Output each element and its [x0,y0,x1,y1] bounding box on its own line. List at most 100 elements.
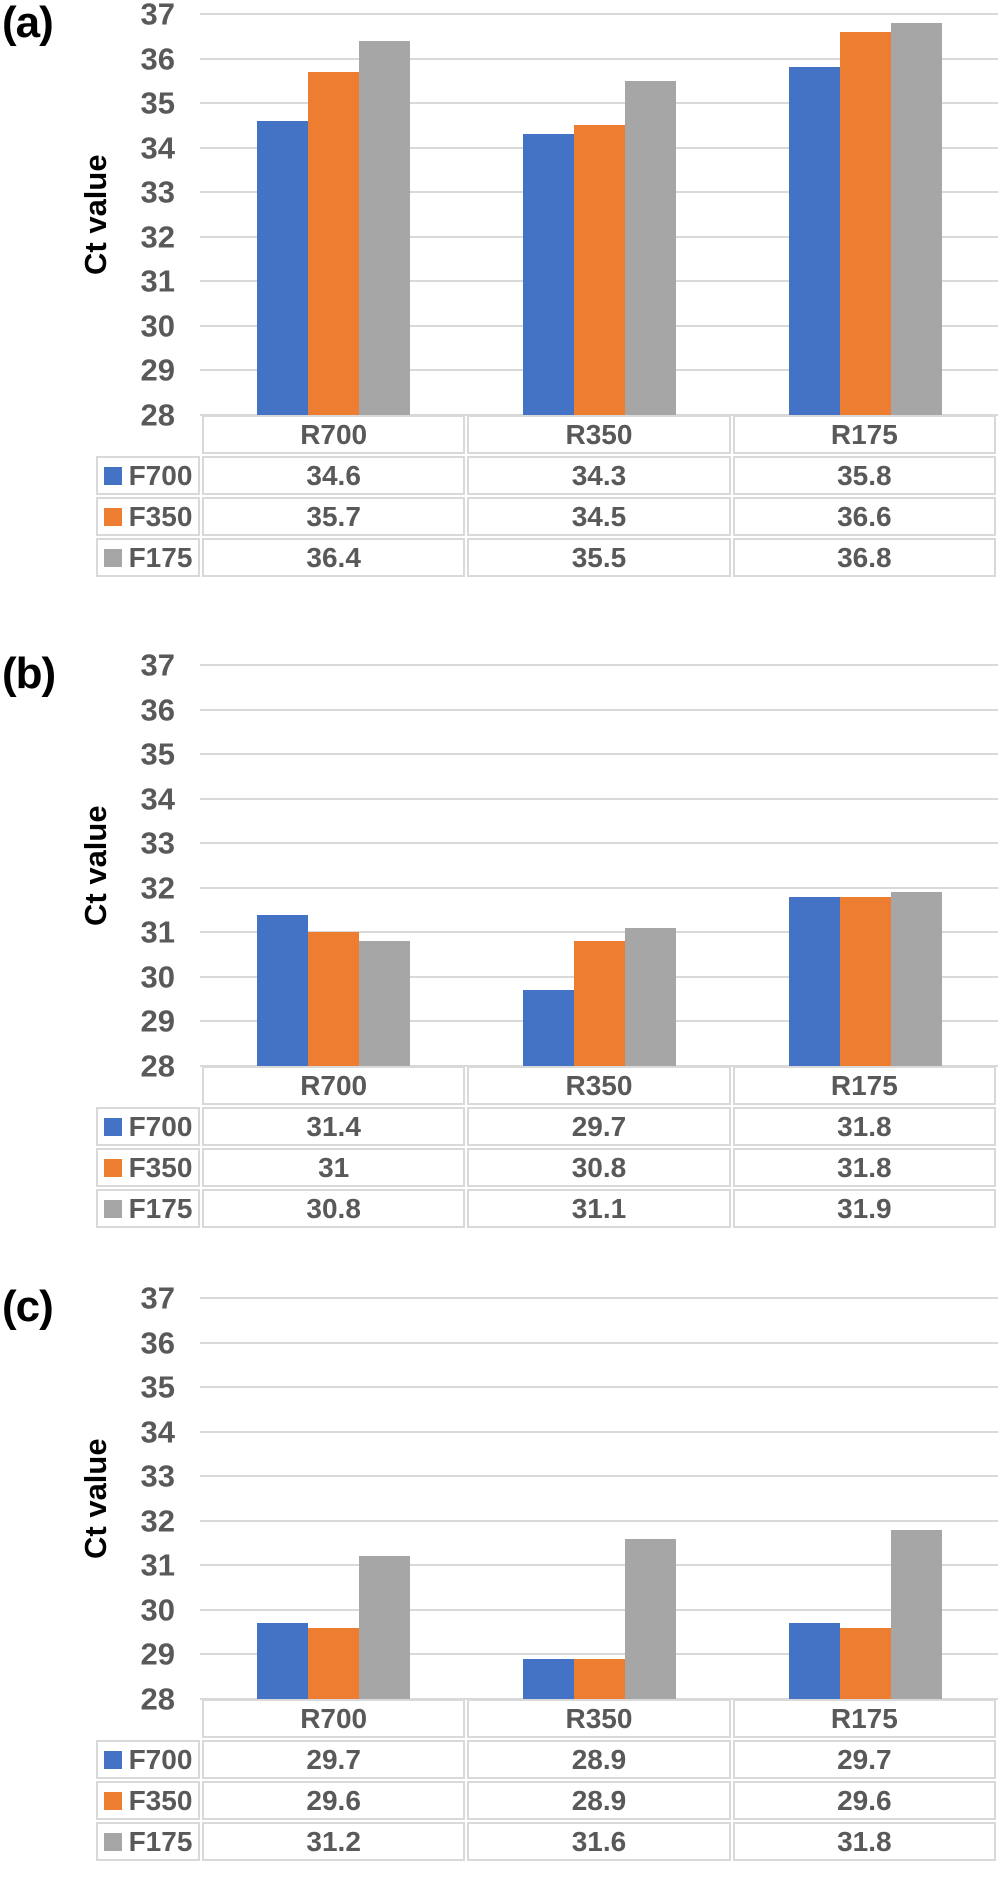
bar-group-R175 [732,665,998,1066]
y-tick-label: 36 [140,1325,175,1361]
legend-swatch-icon [103,1158,122,1177]
bar-F175-R350 [624,927,676,1066]
legend-label: F350 [128,1784,193,1816]
legend-cell-F350: F350 [96,497,200,536]
bar-F350-R700 [307,71,359,415]
legend-label: F175 [128,1192,193,1224]
plot-area [200,14,998,415]
table-value-F350-R175: 31.8 [732,1148,996,1187]
table-header-R175: R175 [732,415,996,454]
table-value-F175-R175: 36.8 [732,538,996,577]
bar-F175-R175 [890,22,942,415]
table-value-F175-R350: 31.6 [467,1822,731,1861]
table-header-R175: R175 [732,1066,996,1105]
legend-swatch-icon [103,1117,122,1136]
bar-F700-R700 [256,914,308,1066]
table-value-F700-R175: 35.8 [732,456,996,495]
table-value-F700-R350: 34.3 [467,456,731,495]
y-tick-label: 28 [140,1681,175,1717]
y-tick-label: 28 [140,1048,175,1084]
legend-label: F175 [128,541,193,573]
table-header-R700: R700 [202,415,466,454]
panel-c: (c) Ct value 28 29 30 31 32 33 34 35 36 37 R700 R350 R… [0,1283,1002,1861]
bar-F175-R700 [358,40,410,415]
y-tick-label: 29 [140,1636,175,1672]
chart-area-a: Ct value 28 29 30 31 32 33 34 35 36 37 [78,0,998,431]
data-table-a: R700 R350 R175 F700 34.6 34.3 35.8 F350 35.7 34.5… [96,415,996,577]
bar-group-R350 [466,665,732,1066]
legend-cell-F350: F350 [96,1148,200,1187]
table-value-F700-R175: 31.8 [732,1107,996,1146]
table-value-F350-R700: 35.7 [202,497,466,536]
table-value-F700-R350: 29.7 [467,1107,731,1146]
bar-group-R175 [732,14,998,415]
y-tick-label: 35 [140,1369,175,1405]
panel-label-b: (b) [2,649,56,698]
bar-F700-R700 [256,1623,308,1699]
bar-group-R350 [466,1298,732,1699]
y-tick-label: 28 [140,397,175,433]
y-tick-label: 37 [140,647,175,683]
table-header-R700: R700 [202,1699,466,1738]
table-value-F350-R350: 34.5 [467,497,731,536]
bar-group-R700 [200,665,466,1066]
legend-label: F700 [128,1743,193,1775]
table-value-F350-R175: 29.6 [732,1781,996,1820]
table-value-F700-R700: 34.6 [202,456,466,495]
bar-F175-R350 [624,80,676,415]
table-header-R350: R350 [467,1066,731,1105]
y-tick-label: 33 [140,1458,175,1494]
table-value-F350-R700: 31 [202,1148,466,1187]
data-table-c: R700 R350 R175 F700 29.7 28.9 29.7 F350 29.6 28.9… [96,1699,996,1861]
plot-area [200,665,998,1066]
table-header-R175: R175 [732,1699,996,1738]
y-tick-label: 37 [140,1280,175,1316]
bar-F350-R700 [307,1627,359,1699]
bar-F350-R350 [573,125,625,415]
legend-cell-F175: F175 [96,1189,200,1228]
bar-F175-R175 [890,1529,942,1699]
bar-group-R350 [466,14,732,415]
bar-F175-R700 [358,941,410,1066]
legend-cell-F700: F700 [96,456,200,495]
y-tick-label: 30 [140,959,175,995]
table-value-F350-R700: 29.6 [202,1781,466,1820]
bar-F350-R175 [839,896,891,1066]
panel-label-c: (c) [2,1282,54,1331]
legend-cell-F175: F175 [96,1822,200,1861]
table-value-F700-R700: 29.7 [202,1740,466,1779]
table-value-F175-R700: 31.2 [202,1822,466,1861]
y-tick-label: 37 [140,0,175,32]
y-tick-label: 36 [140,41,175,77]
y-axis-title: Ct value [78,805,113,926]
bar-F175-R350 [624,1538,676,1699]
y-tick-label: 31 [140,914,175,950]
table-value-F175-R700: 36.4 [202,538,466,577]
bar-F700-R350 [522,1658,574,1699]
y-tick-label: 31 [140,1547,175,1583]
legend-cell-F700: F700 [96,1107,200,1146]
table-value-F700-R175: 29.7 [732,1740,996,1779]
y-tick-label: 33 [140,174,175,210]
bar-F350-R175 [839,31,891,415]
bar-F350-R700 [307,932,359,1066]
bar-F700-R700 [256,120,308,415]
chart-area-b: Ct value 28 29 30 31 32 33 34 35 36 37 [78,650,998,1082]
bar-F700-R175 [788,896,840,1066]
legend-label: F350 [128,1151,193,1183]
legend-cell-F700: F700 [96,1740,200,1779]
bar-group-R700 [200,14,466,415]
y-axis-title: Ct value [78,154,113,275]
legend-swatch-icon [103,1832,122,1851]
table-value-F700-R350: 28.9 [467,1740,731,1779]
bar-F350-R350 [573,941,625,1066]
table-value-F350-R350: 30.8 [467,1148,731,1187]
data-table-b: R700 R350 R175 F700 31.4 29.7 31.8 F350 31 30.8 31… [96,1066,996,1228]
table-value-F175-R350: 35.5 [467,538,731,577]
bar-F700-R350 [522,990,574,1066]
y-tick-label: 32 [140,1503,175,1539]
y-tick-label: 29 [140,1003,175,1039]
legend-label: F175 [128,1825,193,1857]
legend-label: F700 [128,1110,193,1142]
y-tick-label: 35 [140,736,175,772]
